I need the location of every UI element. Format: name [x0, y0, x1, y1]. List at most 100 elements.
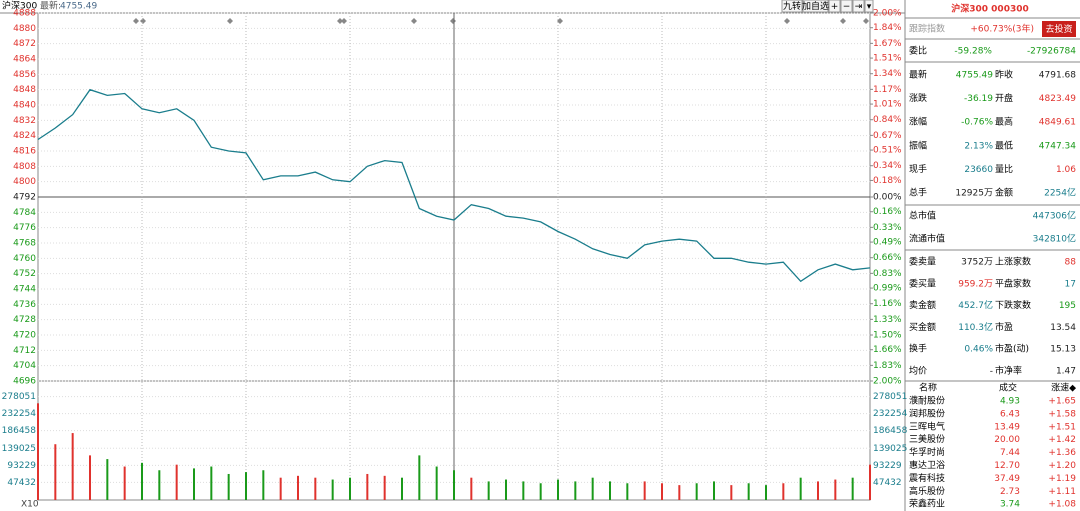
field-label: 涨幅 [909, 116, 927, 128]
stock-price: 2.73 [1000, 487, 1020, 497]
volume-bar [141, 462, 143, 500]
stock-speed: +1.58 [1048, 409, 1076, 419]
toolbar-button[interactable] [864, 0, 874, 13]
field-label: 买金额 [909, 321, 936, 333]
invest-button[interactable] [1042, 21, 1076, 37]
event-marker [863, 18, 869, 24]
field-value: 88 [1065, 258, 1077, 268]
volume-bar [89, 455, 91, 500]
field-label: 最高 [995, 116, 1013, 128]
toolbar-button[interactable] [840, 0, 853, 13]
y-tick-label: 4768 [13, 239, 36, 249]
field-value: -0.76% [961, 118, 993, 128]
volume-bar [539, 483, 542, 500]
stock-name[interactable]: 三美股份 [909, 433, 945, 445]
field-label: 量比 [995, 163, 1013, 175]
price-line [37, 88, 871, 283]
bid-ratio-label: 委比 [909, 45, 927, 57]
volume-bar [730, 485, 733, 500]
field-value: 23660 [964, 165, 993, 175]
volume-bar [435, 466, 438, 500]
y-tick-label: 4864 [13, 55, 36, 65]
field-label: 卖金额 [909, 299, 936, 311]
toolbar-label[interactable]: 加自选 [802, 0, 829, 12]
y2-tick-label: 0.18% [873, 176, 902, 186]
y-tick-label: 4712 [13, 346, 36, 356]
toolbar-label[interactable]: ⇥ [855, 2, 863, 12]
list-header[interactable]: 名称 [919, 382, 937, 394]
y2-tick-label: 0.34% [873, 161, 902, 171]
stock-speed: +1.19 [1048, 474, 1076, 484]
field-value: 4791.68 [1039, 71, 1076, 81]
stock-speed: +1.65 [1048, 397, 1076, 407]
field-value: -36.19 [964, 94, 993, 104]
y2-tick-label: 1.50% [873, 331, 902, 341]
stock-price: 4.93 [1000, 397, 1020, 407]
volume-bar [331, 479, 334, 500]
stock-name[interactable]: 濮耐股份 [909, 395, 945, 407]
stock-name[interactable]: 惠达卫浴 [909, 459, 945, 471]
list-header[interactable]: 成交 [999, 382, 1017, 394]
y-tick-label: 4808 [13, 162, 36, 172]
y2-tick-label: 2.00% [873, 9, 902, 19]
event-marker [411, 18, 417, 24]
y-tick-label: 4776 [13, 223, 36, 233]
y2-tick-label: 1.17% [873, 85, 902, 95]
stock-speed: +1.36 [1048, 448, 1076, 458]
y2-tick-label: 1.16% [873, 299, 902, 309]
field-value: 342810亿 [1033, 233, 1076, 245]
toolbar-button[interactable] [802, 0, 829, 13]
toolbar-button[interactable] [852, 0, 865, 13]
y2-tick-label: 0.33% [873, 223, 902, 233]
list-header[interactable]: 涨速◆ [1051, 383, 1076, 394]
field-label: 金额 [995, 187, 1013, 199]
stock-name[interactable]: 荣鑫药业 [909, 498, 945, 510]
y2-tick-label: 0.84% [873, 115, 902, 125]
volume-bar [713, 481, 715, 500]
volume-bar [279, 477, 282, 500]
toolbar-button[interactable] [828, 0, 841, 13]
stock-speed: +1.08 [1048, 500, 1076, 510]
stock-name[interactable]: 高乐股份 [909, 485, 945, 497]
volume-tick-label-right: 47432 [873, 478, 902, 488]
field-label: 委买量 [909, 277, 936, 289]
volume-tick-label: 186458 [2, 426, 37, 436]
volume-bar [453, 470, 455, 500]
volume-bar [869, 464, 871, 500]
toolbar-label[interactable]: 九转 [783, 0, 801, 12]
stock-price: 12.70 [994, 461, 1020, 471]
y-tick-label: 4752 [13, 269, 36, 279]
y-tick-label: 4704 [13, 361, 36, 371]
toolbar-label[interactable]: ▾ [867, 2, 872, 12]
toolbar-button[interactable] [781, 0, 803, 13]
y-tick-label: 4792 [13, 193, 36, 203]
field-label: 总市值 [909, 210, 936, 222]
field-value: 2254亿 [1044, 187, 1076, 199]
y-tick-label: 4856 [13, 70, 36, 80]
volume-bar [210, 466, 213, 500]
field-label: 昨收 [995, 69, 1013, 81]
stock-name[interactable]: 三晖电气 [909, 420, 945, 432]
volume-bar [643, 481, 646, 500]
stock-price: 20.00 [994, 435, 1020, 445]
volume-unit: X10 [21, 500, 39, 510]
y-tick-label: 4880 [13, 24, 36, 34]
invest-button-label[interactable]: 去投资 [1045, 23, 1072, 35]
field-label: 委卖量 [909, 256, 936, 268]
y-tick-label: 4696 [13, 377, 36, 387]
stock-name[interactable]: 震有科技 [909, 472, 945, 484]
toolbar-label[interactable]: − [843, 2, 851, 12]
stock-name[interactable]: 润邦股份 [909, 407, 945, 419]
volume-bar [609, 481, 611, 500]
y2-tick-label: 1.51% [873, 54, 902, 64]
field-value: 13.54 [1050, 323, 1076, 333]
field-value: 195 [1059, 301, 1076, 311]
volume-tick-label-right: 93229 [873, 461, 902, 471]
event-marker [784, 18, 790, 24]
field-value: - [990, 367, 993, 377]
volume-bar [54, 444, 57, 500]
field-value: 3752万 [961, 258, 993, 268]
volume-bar [314, 477, 317, 500]
toolbar-label[interactable]: + [831, 2, 839, 12]
stock-name[interactable]: 华孚时尚 [909, 446, 945, 458]
